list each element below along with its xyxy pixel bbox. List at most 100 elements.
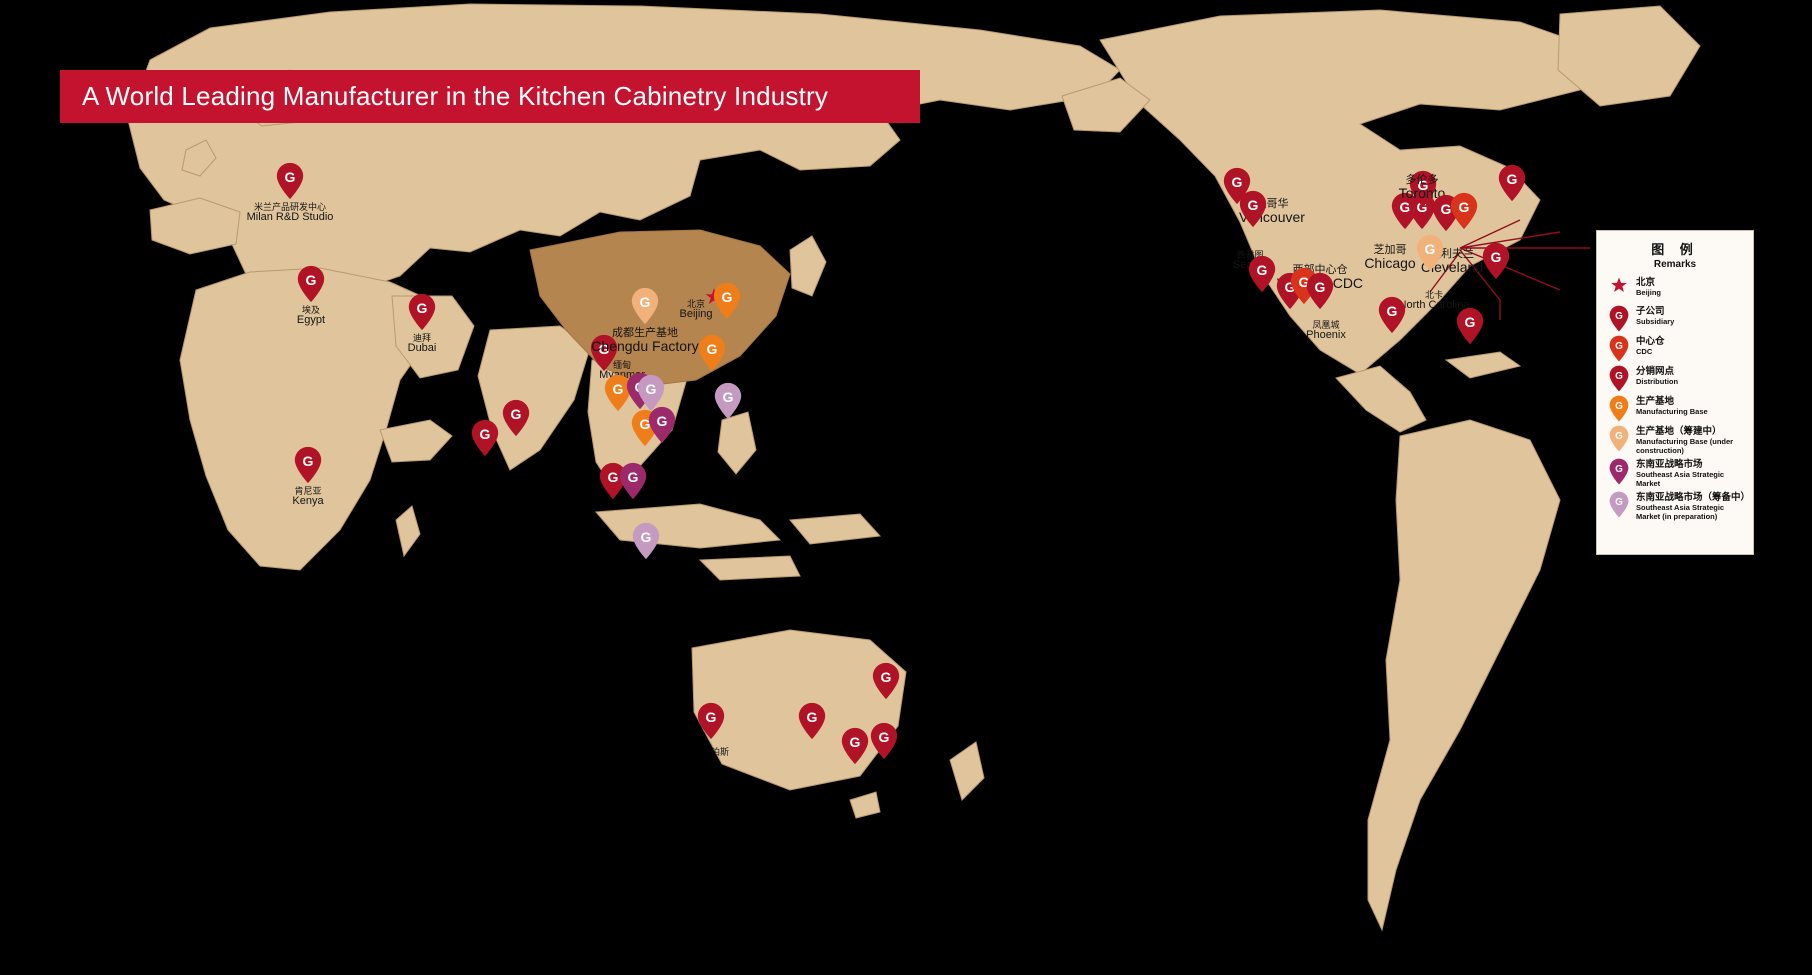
svg-text:G: G (480, 426, 491, 442)
map-pin-china-east-1[interactable]: G (713, 282, 741, 320)
svg-text:G: G (1299, 274, 1310, 290)
svg-text:G: G (850, 734, 861, 750)
svg-text:G: G (1400, 199, 1411, 215)
svg-text:G: G (723, 389, 734, 405)
svg-text:G: G (1615, 341, 1623, 352)
map-pin-philippines[interactable]: G (714, 382, 742, 420)
svg-text:G: G (1441, 201, 1452, 217)
map-pin-florida[interactable]: G (1456, 307, 1484, 345)
map-pin-myanmar[interactable]: G (590, 334, 618, 372)
connector-lines (1429, 219, 1590, 320)
svg-text:G: G (1387, 303, 1398, 319)
map-pin-chicago-2[interactable]: G (1408, 192, 1436, 230)
map-pin-singapore[interactable]: G (619, 462, 647, 500)
svg-text:G: G (707, 341, 718, 357)
legend-label-en: CDC (1636, 346, 1653, 356)
map-pin-melbourne[interactable]: G (841, 727, 869, 765)
svg-text:G: G (1615, 497, 1623, 508)
map-pin-india-south[interactable]: G (471, 419, 499, 457)
svg-text:G: G (628, 469, 639, 485)
svg-text:G: G (417, 300, 428, 316)
legend-item-cdc: G 中心仓 CDC (1604, 335, 1746, 362)
legend-label-en: Manufacturing Base (1636, 406, 1708, 416)
map-pin-new-england[interactable]: G (1498, 164, 1526, 202)
svg-text:G: G (1615, 311, 1623, 322)
svg-text:G: G (657, 413, 668, 429)
map-pin-texas[interactable]: G (1378, 296, 1406, 334)
legend-item-text: 北京 Beijing (1634, 276, 1746, 298)
pin-icon: G (1604, 365, 1634, 392)
map-pin-phoenix-3[interactable]: G (1306, 272, 1334, 310)
legend-title-en: Remarks (1653, 259, 1697, 270)
legend-item-manufacturing-base-under-construction: G 生产基地（筹建中） Manufacturing Base (under cons… (1604, 425, 1746, 455)
legend-label-cn: 北京 (1636, 277, 1656, 288)
map-pin-western-cdc[interactable]: G (1248, 255, 1276, 293)
legend-label-cn: 分销网点 (1636, 366, 1675, 377)
legend-item-text: 中心仓 CDC (1634, 335, 1746, 357)
legend-item-text: 生产基地（筹建中） Manufacturing Base (under const… (1634, 425, 1746, 455)
legend-panel: 图 例 Remarks 北京 Beijing G 子公司 Subsidiary G 中心仓 C… (1596, 230, 1754, 555)
map-pin-sydney[interactable]: G (872, 662, 900, 700)
svg-text:G: G (879, 729, 890, 745)
legend-item-southeast-asia-strategic-market: G 东南亚战略市场 Southeast Asia Strategic Market (1604, 458, 1746, 488)
svg-text:G: G (1465, 314, 1476, 330)
svg-text:G: G (646, 381, 657, 397)
map-pin-vietnam-s[interactable]: G (648, 406, 676, 444)
map-pin-indonesia[interactable]: G (632, 522, 660, 560)
svg-text:G: G (1459, 199, 1470, 215)
svg-text:G: G (807, 709, 818, 725)
map-pin-dubai[interactable]: G (408, 293, 436, 331)
legend-item-subsidiary: G 子公司 Subsidiary (1604, 305, 1746, 332)
map-pin-milan[interactable]: G (276, 162, 304, 200)
svg-text:G: G (1615, 371, 1623, 382)
svg-text:G: G (1425, 241, 1436, 257)
svg-text:G: G (881, 669, 892, 685)
map-pin-north-carolina[interactable]: G (1416, 234, 1444, 272)
legend-label-cn: 子公司 (1636, 306, 1665, 317)
star-icon (1604, 276, 1634, 294)
svg-text:G: G (641, 529, 652, 545)
pin-icon: G (1604, 335, 1634, 362)
pin-icon: G (1604, 395, 1634, 422)
map-pin-china-east-2[interactable]: G (698, 334, 726, 372)
legend-label-cn: 东南亚战略市场（筹备中） (1636, 492, 1751, 504)
svg-text:G: G (1615, 431, 1623, 442)
legend-label-cn: 生产基地 (1636, 396, 1675, 407)
legend-label-en: Beijing (1636, 287, 1662, 297)
map-pin-seattle[interactable]: G (1239, 190, 1267, 228)
legend-item-beijing: 北京 Beijing (1604, 276, 1746, 302)
map-pin-egypt[interactable]: G (297, 265, 325, 303)
pin-icon: G (1604, 305, 1634, 332)
legend-item-distribution: G 分销网点 Distribution (1604, 365, 1746, 392)
legend-label-en: Distribution (1636, 376, 1679, 386)
legend-item-text: 子公司 Subsidiary (1634, 305, 1746, 327)
map-pin-brisbane[interactable]: G (870, 722, 898, 760)
svg-text:G: G (1232, 174, 1243, 190)
legend-item-text: 东南亚战略市场 Southeast Asia Strategic Market (1634, 458, 1746, 488)
map-pin-malaysia[interactable]: G (599, 462, 627, 500)
map-pin-thailand[interactable]: G (604, 374, 632, 412)
map-pin-india-west[interactable]: G (502, 399, 530, 437)
svg-text:G: G (640, 416, 651, 432)
map-pin-kenya[interactable]: G (294, 446, 322, 484)
map-pin-toronto[interactable]: G (1409, 170, 1437, 208)
map-pin-perth[interactable]: G (697, 702, 725, 740)
map-pin-atlantic[interactable]: G (1482, 242, 1510, 280)
legend-label-en: Subsidiary (1636, 316, 1675, 326)
svg-text:G: G (706, 709, 717, 725)
svg-text:G: G (1257, 262, 1268, 278)
legend-label-cn: 中心仓 (1636, 336, 1665, 347)
legend-label-en: Manufacturing Base (under construction) (1636, 436, 1734, 455)
svg-text:G: G (722, 289, 733, 305)
map-pin-chengdu-factory[interactable]: G (631, 287, 659, 325)
legend-rows: 北京 Beijing G 子公司 Subsidiary G 中心仓 CDC G 分销网点 Distr… (1604, 276, 1751, 522)
legend-item-manufacturing-base: G 生产基地 Manufacturing Base (1604, 395, 1746, 422)
legend-item-text: 分销网点 Distribution (1634, 365, 1746, 387)
map-pin-vietnam-n[interactable]: G (637, 374, 665, 412)
map-pin-adelaide[interactable]: G (798, 702, 826, 740)
map-pin-cleveland-2[interactable]: G (1450, 192, 1478, 230)
legend-label-en: Southeast Asia Strategic Market (1636, 470, 1725, 488)
svg-text:G: G (599, 341, 610, 357)
